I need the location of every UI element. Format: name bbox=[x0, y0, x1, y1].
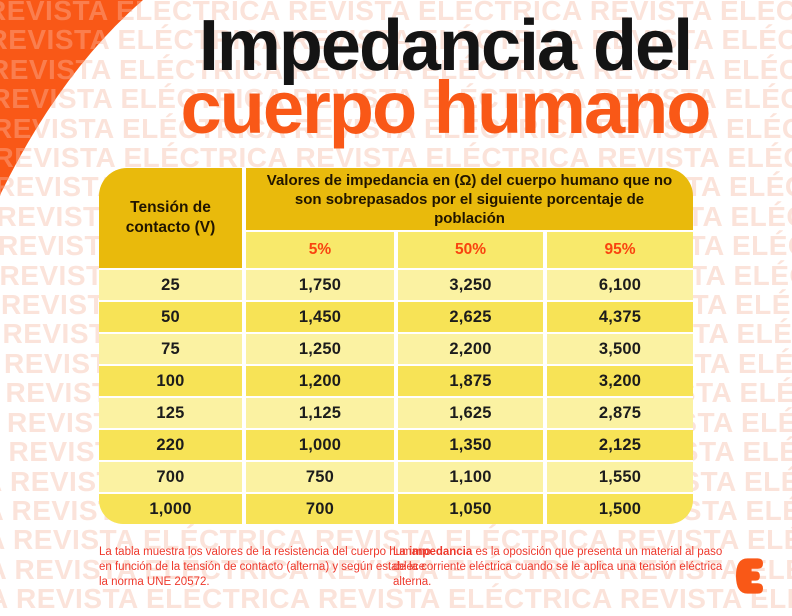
voltage-cell: 100 bbox=[99, 366, 242, 396]
impedance-cell: 1,875 bbox=[398, 366, 543, 396]
impedance-cell: 2,125 bbox=[547, 430, 693, 460]
impedance-table-grid: Tensión de contacto (V) Valores de imped… bbox=[99, 168, 693, 524]
voltage-cell: 1,000 bbox=[99, 494, 242, 524]
impedance-cell: 1,500 bbox=[547, 494, 693, 524]
voltage-cell: 50 bbox=[99, 302, 242, 332]
impedance-cell: 3,250 bbox=[398, 270, 543, 300]
impedance-cell: 2,625 bbox=[398, 302, 543, 332]
impedance-cell: 6,100 bbox=[547, 270, 693, 300]
percent-header-50: 50% bbox=[398, 232, 543, 268]
impedance-cell: 1,450 bbox=[246, 302, 394, 332]
table-corner-header: Tensión de contacto (V) bbox=[99, 168, 242, 268]
impedance-cell: 1,000 bbox=[246, 430, 394, 460]
voltage-cell: 125 bbox=[99, 398, 242, 428]
impedance-cell: 1,100 bbox=[398, 462, 543, 492]
impedance-table: Tensión de contacto (V) Valores de imped… bbox=[99, 168, 693, 524]
page-title-line2: cuerpo humano bbox=[180, 66, 711, 149]
voltage-cell: 25 bbox=[99, 270, 242, 300]
impedance-cell: 2,200 bbox=[398, 334, 543, 364]
impedance-cell: 1,550 bbox=[547, 462, 693, 492]
footnote-right-rest: es la oposición que presenta un material… bbox=[393, 546, 723, 588]
impedance-cell: 750 bbox=[246, 462, 394, 492]
footnote-right-prefix: La bbox=[393, 546, 409, 558]
impedance-cell: 3,500 bbox=[547, 334, 693, 364]
voltage-cell: 75 bbox=[99, 334, 242, 364]
impedance-cell: 1,350 bbox=[398, 430, 543, 460]
voltage-cell: 220 bbox=[99, 430, 242, 460]
impedance-cell: 1,750 bbox=[246, 270, 394, 300]
e-logo-icon bbox=[736, 558, 763, 594]
footnote-left: La tabla muestra los valores de la resis… bbox=[99, 546, 431, 588]
voltage-cell: 700 bbox=[99, 462, 242, 492]
impedance-cell: 1,250 bbox=[246, 334, 394, 364]
footnote-right-bold-word: impedancia bbox=[409, 546, 473, 558]
impedance-cell: 3,200 bbox=[547, 366, 693, 396]
impedance-cell: 1,125 bbox=[246, 398, 394, 428]
impedance-cell: 1,625 bbox=[398, 398, 543, 428]
percent-header-95: 95% bbox=[547, 232, 693, 268]
impedance-cell: 1,200 bbox=[246, 366, 394, 396]
page-title-line1: Impedancia del bbox=[198, 6, 693, 86]
page-title: Impedancia del cuerpo humano bbox=[105, 6, 785, 149]
footnote-right: La impedancia es la oposición que presen… bbox=[393, 545, 725, 590]
impedance-cell: 4,375 bbox=[547, 302, 693, 332]
impedance-cell: 1,050 bbox=[398, 494, 543, 524]
impedance-cell: 2,875 bbox=[547, 398, 693, 428]
impedance-cell: 700 bbox=[246, 494, 394, 524]
percent-header-5: 5% bbox=[246, 232, 394, 268]
table-group-header: Valores de impedancia en (Ω) del cuerpo … bbox=[246, 168, 693, 230]
